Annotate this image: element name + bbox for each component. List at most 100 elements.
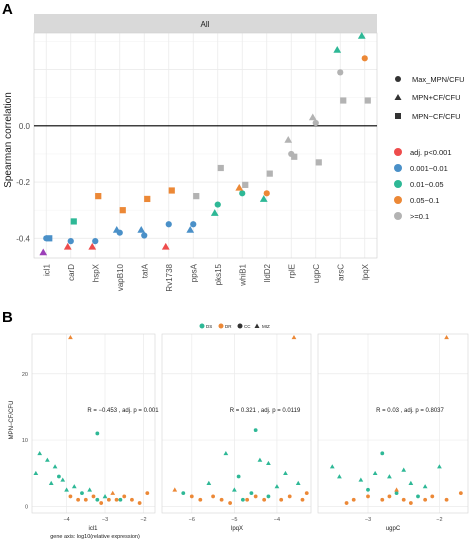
data-point xyxy=(210,209,219,216)
x-tick-label: vapB10 xyxy=(116,263,125,291)
facet-ugpc: R = 0.03 , adj. p = 0.8037 −3 −2 ugpC xyxy=(317,333,469,532)
data-point xyxy=(262,497,267,502)
data-point xyxy=(236,474,241,479)
x-tick-label: icl1 xyxy=(42,263,51,276)
data-point xyxy=(145,491,150,496)
facet-strip xyxy=(34,14,377,33)
data-point xyxy=(102,494,108,499)
data-point xyxy=(422,484,428,489)
y-tick-label: 0 xyxy=(25,504,28,510)
y-tick-label: -0.4 xyxy=(16,234,30,243)
y-tick-label: -0.2 xyxy=(16,178,30,187)
facet-plot-area xyxy=(32,334,155,513)
data-point xyxy=(64,487,69,492)
x-tick-labels: icl1 carD hspX vapB10 tatA Rv1738 ppsA pks15 whi… xyxy=(42,263,370,291)
x-tick-label: rplE xyxy=(287,264,296,278)
data-point xyxy=(401,467,407,472)
data-point xyxy=(141,232,148,239)
color-legend: adj. p<0.001 0.001−0.01 0.01−0.05 0.05−0… xyxy=(394,148,452,221)
data-point xyxy=(137,226,146,233)
circle-icon xyxy=(395,76,401,82)
data-point xyxy=(253,428,258,433)
x-tick-label: −4 xyxy=(274,517,280,523)
legend-swatch xyxy=(394,148,402,156)
data-point xyxy=(48,480,54,485)
panel-a-label: A xyxy=(2,1,13,18)
facet-annotation: R = 0.321 , adj. p = 0.0119 xyxy=(230,408,301,414)
data-point xyxy=(240,497,245,502)
data-point xyxy=(291,334,297,340)
y-tick-labels: 0.0 -0.2 -0.4 xyxy=(16,122,30,244)
data-point xyxy=(253,494,258,499)
data-point xyxy=(430,494,435,499)
x-tick-label: −6 xyxy=(189,517,195,523)
facet-annotation: R = 0.03 , adj. p = 0.8037 xyxy=(376,408,444,414)
data-point xyxy=(366,494,370,499)
data-point xyxy=(114,497,119,502)
legend-label: Max_MPN/CFU xyxy=(412,75,465,84)
data-point xyxy=(401,497,406,502)
y-tick-labels: 20 10 0 xyxy=(22,372,28,511)
data-point xyxy=(137,501,142,505)
legend-swatch xyxy=(237,323,243,329)
legend-label: MIZ xyxy=(262,324,270,329)
data-point xyxy=(283,470,288,476)
data-point xyxy=(130,497,134,502)
legend-label: DS xyxy=(206,324,212,329)
data-point xyxy=(284,136,293,143)
x-tick-label: tatA xyxy=(140,263,149,278)
data-point xyxy=(71,484,77,489)
x-tick-label: arsC xyxy=(336,264,345,281)
legend-label: 0.001−0.01 xyxy=(410,164,448,173)
legend-swatch xyxy=(394,164,402,172)
plot-area xyxy=(34,33,377,258)
data-point xyxy=(39,248,48,256)
legend-label: MPN−CF/CFU xyxy=(412,112,461,121)
data-point xyxy=(63,242,72,250)
data-point xyxy=(408,480,414,485)
data-point xyxy=(274,484,280,489)
data-point xyxy=(193,193,200,200)
data-point xyxy=(308,113,317,121)
plot-border xyxy=(33,32,378,259)
data-point xyxy=(259,195,268,202)
x-tick-label: −3 xyxy=(365,517,371,523)
y-tick-label: 20 xyxy=(22,372,28,378)
data-point xyxy=(92,238,99,245)
x-tick-label: pks15 xyxy=(214,263,223,285)
facet-lpqx: R = 0.321 , adj. p = 0.0119 −6 −5 −4 lpq… xyxy=(161,333,312,532)
data-point xyxy=(364,97,371,104)
x-tick-labels: −3 −2 xyxy=(365,517,443,523)
data-point xyxy=(217,164,224,172)
x-tick-label: −4 xyxy=(63,517,69,523)
data-point xyxy=(387,474,392,479)
grid xyxy=(33,32,378,259)
triangle-icon xyxy=(254,323,260,328)
group-legend: DS DR CC MIZ xyxy=(199,323,270,329)
facet-gene-label: icl1 xyxy=(88,526,98,532)
data-point xyxy=(87,487,93,492)
data-point xyxy=(333,46,342,53)
data-point xyxy=(219,497,224,502)
panel-b: B DS DR CC MIZ MPN−CF/CFU 20 10 0 R = −0… xyxy=(2,309,469,540)
data-point xyxy=(88,242,97,250)
data-point xyxy=(315,159,322,166)
data-point xyxy=(329,464,335,469)
triangle-icon xyxy=(394,94,402,100)
data-point xyxy=(242,181,249,188)
data-point xyxy=(340,97,347,104)
data-point xyxy=(172,487,178,492)
data-point xyxy=(249,491,254,496)
data-point xyxy=(198,497,203,502)
legend-swatch xyxy=(199,323,205,329)
x-tick-labels: −4 −3 −2 xyxy=(63,517,146,523)
facet-grid xyxy=(31,333,156,514)
data-point xyxy=(245,497,250,502)
data-point xyxy=(358,477,364,482)
data-point xyxy=(181,491,186,496)
x-tick-label: −3 xyxy=(102,517,108,523)
facet-strip-label: All xyxy=(201,20,210,29)
data-point xyxy=(366,487,370,492)
data-point xyxy=(444,334,449,340)
facet-border xyxy=(31,333,156,514)
